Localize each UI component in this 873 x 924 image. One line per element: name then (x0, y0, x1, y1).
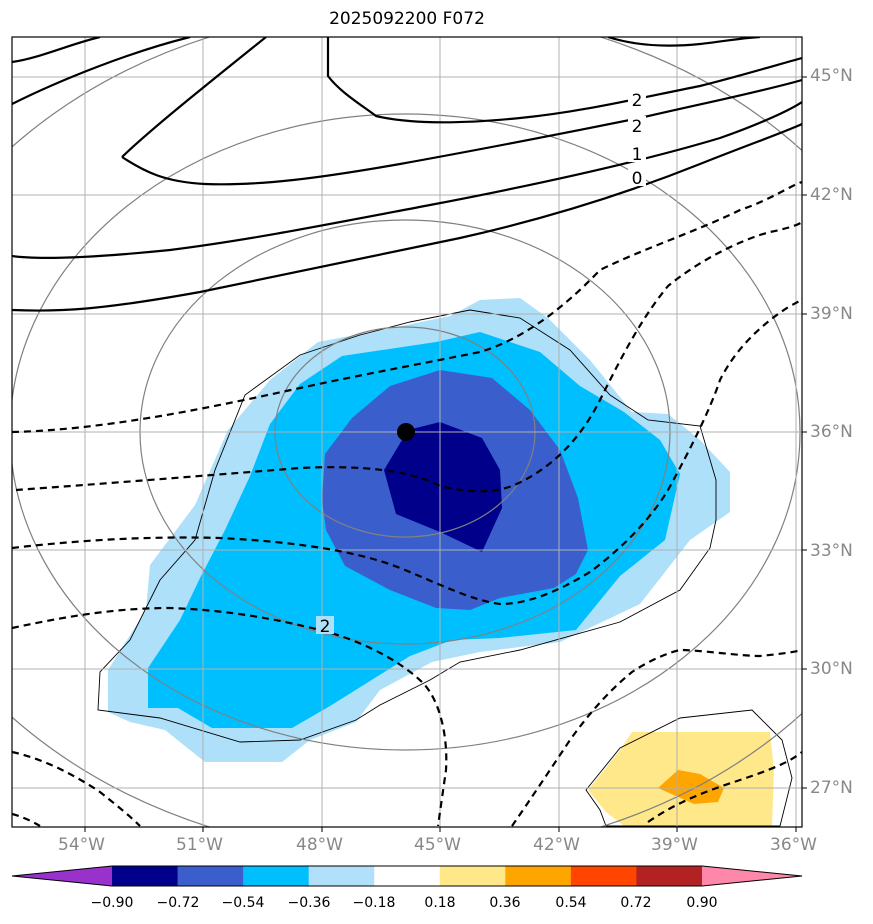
map-title: 2025092200 F072 (329, 9, 485, 29)
lat-label: 45°N (810, 66, 853, 86)
colorbar-segment (439, 866, 506, 886)
lat-label: 42°N (810, 185, 853, 205)
lon-label: 42°W (533, 835, 580, 855)
colorbar-label: 0.90 (686, 895, 718, 911)
contour-solid-3 (121, 37, 267, 158)
contour-solid-5 (326, 37, 802, 124)
colorbar-segment (308, 866, 375, 886)
colorbar-label: 0.18 (424, 895, 456, 911)
colorbar-segment (112, 866, 179, 886)
contour-dashed-3 (12, 297, 802, 606)
contour-dashed-7 (511, 648, 802, 827)
lon-label: 54°W (58, 835, 105, 855)
colorbar-label: −0.54 (221, 895, 265, 911)
contour-solid-4 (121, 78, 802, 186)
contour-dashed-5 (12, 750, 141, 827)
lat-label: 36°N (810, 422, 853, 442)
contour-dashed-6 (12, 812, 41, 827)
contour-label: 1 (632, 145, 643, 165)
lat-label: 27°N (810, 778, 853, 798)
shade-navy (384, 422, 502, 552)
colorbar-label: −0.72 (156, 895, 200, 911)
colorbar-segment (505, 866, 572, 886)
lat-label: 30°N (810, 659, 853, 679)
colorbar-label: −0.36 (287, 895, 331, 911)
lat-label: 39°N (810, 304, 853, 324)
outline-contour-negative (97, 309, 717, 743)
contour-solid-2 (12, 37, 191, 105)
lon-label: 51°W (176, 835, 223, 855)
lon-label: 36°W (770, 835, 817, 855)
colorbar-label: −0.90 (90, 895, 134, 911)
contour-label: 2 (320, 617, 331, 637)
storm-center-marker (397, 423, 415, 441)
contour-label: 2 (632, 91, 643, 111)
contour-dashed-2 (15, 221, 802, 493)
colorbar-segment (636, 866, 703, 886)
contour-solid-7 (12, 101, 802, 260)
colorbar-extend-low (12, 866, 112, 886)
contour-solid-6 (607, 37, 761, 47)
colorbar-outline (11, 865, 803, 887)
colorbar-segment (374, 866, 441, 886)
colorbar-label: 0.72 (620, 895, 652, 911)
contour-solid-1 (12, 37, 101, 64)
colorbar-segment (243, 866, 310, 886)
colorbar-segment (570, 866, 637, 886)
lon-label: 48°W (296, 835, 343, 855)
shade-orange (658, 770, 724, 804)
colorbar-extend-high (702, 866, 802, 886)
contour-label: 0 (632, 169, 643, 189)
colorbar-label: −0.18 (352, 895, 396, 911)
colorbar (11, 865, 803, 887)
lon-label: 39°W (651, 835, 698, 855)
colorbar-segment (177, 866, 244, 886)
colorbar-label: 0.54 (555, 895, 587, 911)
contour-solid-8 (12, 123, 802, 312)
outline-contour-positive (585, 709, 793, 827)
contour-dashed-8 (647, 751, 802, 823)
contour-label: 2 (632, 117, 643, 137)
lat-label: 33°N (810, 541, 853, 561)
lon-label: 45°W (414, 835, 461, 855)
contour-dashed-4 (12, 606, 448, 827)
colorbar-label: 0.36 (489, 895, 521, 911)
